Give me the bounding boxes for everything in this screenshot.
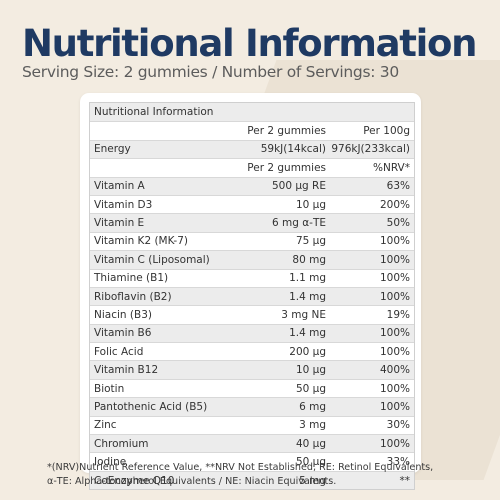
energy-per-100g: 976kJ(233kcal)	[331, 143, 410, 156]
nutrient-name: Vitamin D3	[94, 198, 153, 211]
table-row: Niacin (B3) 3 mg NE 19%	[90, 305, 414, 323]
table-row: Vitamin E 6 mg α-TE 50%	[90, 213, 414, 232]
nutrient-nrv: 100%	[379, 327, 410, 340]
footnote-line-2: α-TE: Alpha-tocopherol Equivalents / NE:…	[47, 476, 337, 487]
nutrient-amount: 10 µg	[295, 364, 326, 377]
nutrient-name: Riboflavin (B2)	[94, 290, 172, 303]
nutrient-nrv: 30%	[386, 419, 410, 432]
table-row: Folic Acid 200 µg 100%	[90, 342, 414, 360]
serving-info: Serving Size: 2 gummies / Number of Serv…	[22, 63, 399, 81]
table-row: Zinc 3 mg 30%	[90, 415, 414, 434]
nutrient-nrv: 100%	[379, 400, 410, 413]
nutrient-nrv: 100%	[379, 290, 410, 303]
nutrient-name: Niacin (B3)	[94, 308, 152, 321]
nutrient-amount: 200 µg	[289, 345, 326, 358]
nutrient-name: Vitamin C (Liposomal)	[94, 253, 210, 266]
nutrient-name: Biotin	[94, 382, 125, 395]
nutrient-per-serving-header: Per 2 gummies	[247, 161, 326, 174]
table-row: Vitamin B12 10 µg 400%	[90, 360, 414, 379]
nutrient-name: Folic Acid	[94, 345, 144, 358]
nutrient-nrv: 19%	[386, 308, 410, 321]
nutrient-amount: 50 µg	[295, 382, 326, 395]
nutrient-nrv: 100%	[379, 382, 410, 395]
nutrient-nrv: 50%	[386, 217, 410, 230]
page-title: Nutritional Information	[22, 22, 478, 65]
table-caption: Nutritional Information	[94, 106, 214, 119]
table-row: Pantothenic Acid (B5) 6 mg 100%	[90, 397, 414, 416]
footnote-line-1: *(NRV)Nutrient Reference Value, **NRV No…	[47, 462, 434, 473]
nutrient-amount: 1.4 mg	[289, 290, 326, 303]
nrv-header: %NRV*	[373, 161, 410, 174]
nutrient-name: Vitamin K2 (MK-7)	[94, 235, 188, 248]
nutrient-nrv: 100%	[379, 437, 410, 450]
nutrient-amount: 75 µg	[295, 235, 326, 248]
nutrient-amount: 50 µg	[295, 456, 326, 469]
nutrient-rows: Vitamin A 500 µg RE 63% Vitamin D3 10 µg 200%…	[90, 176, 414, 490]
table-row: Chromium 40 µg 100%	[90, 434, 414, 453]
nutrient-amount: 5 mg	[299, 474, 326, 487]
nutrient-amount: 500 µg RE	[272, 180, 326, 193]
energy-header-row: Per 2 gummies Per 100g	[90, 121, 414, 139]
nutrient-amount: 40 µg	[295, 437, 326, 450]
nutrient-name: Iodine	[94, 456, 127, 469]
nutrition-table: Nutritional Information Per 2 gummies Pe…	[89, 102, 415, 491]
nutrient-name: Vitamin B6	[94, 327, 152, 340]
footnote: *(NRV)Nutrient Reference Value, **NRV No…	[47, 461, 477, 489]
table-row: Vitamin A 500 µg RE 63%	[90, 176, 414, 195]
nutrient-amount: 6 mg α-TE	[271, 217, 326, 230]
nutrient-nrv: 100%	[379, 345, 410, 358]
nutrient-nrv: 100%	[379, 253, 410, 266]
nutrient-nrv: 400%	[379, 364, 410, 377]
nutrient-amount: 6 mg	[299, 400, 326, 413]
table-row: Thiamine (B1) 1.1 mg 100%	[90, 268, 414, 287]
nutrient-name: Vitamin E	[94, 217, 145, 230]
nutrient-name: Pantothenic Acid (B5)	[94, 400, 208, 413]
table-row: Riboflavin (B2) 1.4 mg 100%	[90, 286, 414, 306]
table-row: Biotin 50 µg 100%	[90, 378, 414, 397]
nutrient-name: Vitamin B12	[94, 364, 159, 377]
nutrient-name: Chromium	[94, 437, 149, 450]
energy-per-serving: 59kJ(14kcal)	[260, 143, 326, 156]
table-row: Vitamin B6 1.4 mg 100%	[90, 323, 414, 343]
table-row: Iodine 50 µg 33%	[90, 452, 414, 470]
energy-label: Energy	[94, 143, 131, 156]
energy-row: Energy 59kJ(14kcal) 976kJ(233kcal)	[90, 139, 414, 159]
nutrient-name: Zinc	[94, 419, 117, 432]
per-serving-header: Per 2 gummies	[247, 125, 326, 138]
per-100g-header: Per 100g	[363, 125, 410, 138]
nutrient-name: Thiamine (B1)	[94, 272, 169, 285]
table-row: Vitamin D3 10 µg 200%	[90, 194, 414, 213]
nutrient-name: CoEnzyme Q10	[94, 474, 175, 487]
nutrient-nrv: 200%	[379, 198, 410, 211]
nutrient-amount: 80 mg	[292, 253, 326, 266]
nutrient-amount: 10 µg	[295, 198, 326, 211]
nutrient-nrv: 100%	[379, 272, 410, 285]
nutrient-nrv: **	[399, 474, 411, 487]
table-row: CoEnzyme Q10 5 mg **	[90, 470, 414, 490]
nutrient-nrv: 100%	[379, 235, 410, 248]
table-row: Vitamin C (Liposomal) 80 mg 100%	[90, 250, 414, 269]
table-row: Vitamin K2 (MK-7) 75 µg 100%	[90, 231, 414, 250]
nutrient-name: Vitamin A	[94, 180, 145, 193]
nutrient-nrv: 63%	[386, 180, 410, 193]
nutrient-amount: 1.4 mg	[289, 327, 326, 340]
nutrient-amount: 3 mg NE	[281, 308, 326, 321]
nutrient-nrv: 33%	[386, 456, 410, 469]
nutrient-amount: 3 mg	[299, 419, 326, 432]
nutrient-header-row: Per 2 gummies %NRV*	[90, 158, 414, 176]
nutrient-amount: 1.1 mg	[289, 272, 326, 285]
table-caption-row: Nutritional Information	[90, 103, 414, 122]
